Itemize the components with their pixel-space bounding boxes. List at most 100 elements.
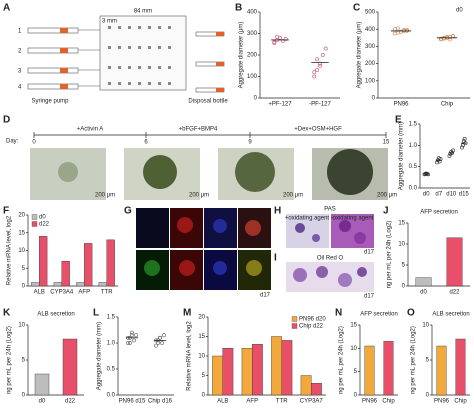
y-tick-label: 400	[365, 27, 376, 33]
x-tick-label: d0	[420, 290, 427, 296]
y-axis-label: Aggregate diameter (mm)	[97, 322, 103, 390]
y-tick-label: 0	[354, 393, 358, 399]
channel-label: 4	[18, 85, 22, 91]
scale-bar: 200 μm	[189, 193, 209, 199]
treatment: +Dex+OSM+HGF	[294, 127, 342, 133]
y-tick-label: 1.0	[107, 341, 116, 347]
x-tick-label: d22	[65, 399, 76, 405]
treatment: +bFGF+BMP4	[179, 127, 218, 133]
x-tick-label: +PF-127	[268, 102, 292, 108]
bar	[281, 340, 293, 396]
y-tick-label: 15	[398, 221, 405, 227]
y-axis-label: Aggregate diameter (μm)	[357, 22, 363, 89]
y-tick-label: 0	[254, 96, 258, 102]
channel-label: 3	[18, 69, 22, 75]
y-tick-label: 5	[354, 369, 358, 375]
y-axis-label: Relative mRNA level, log2	[187, 321, 193, 391]
y-tick-label: 0.5	[107, 367, 116, 373]
data-point	[154, 343, 158, 348]
chart-title: ALB secretion	[432, 312, 469, 318]
x-tick-label: ALB	[34, 290, 45, 296]
y-tick-label: 400	[247, 10, 258, 16]
day-label: d17	[364, 250, 375, 256]
data-point	[126, 341, 130, 345]
x-tick-label: CYP3A7	[300, 399, 324, 405]
legend-label: Chip d22	[299, 324, 324, 330]
y-tick-label: 5	[426, 358, 430, 364]
bar	[300, 375, 312, 396]
y-tick-label: 20	[18, 213, 25, 219]
x-tick-label: d0	[39, 399, 46, 405]
data-point	[272, 41, 277, 46]
data-point	[283, 36, 288, 41]
panel-label: O	[407, 308, 415, 319]
pump-label: Syringe pump	[31, 99, 69, 105]
legend-label: PN96 d20	[299, 317, 326, 323]
y-tick-label: 15	[350, 323, 357, 329]
panel-label: A	[3, 3, 10, 14]
chart-title: AFP secretion	[420, 210, 458, 216]
annotation: d0	[456, 8, 463, 14]
x-tick-label: PN96	[434, 399, 450, 405]
y-axis-label: ng per mL per 24h (Log2)	[387, 221, 393, 289]
length-label: 84 mm	[134, 9, 152, 15]
data-point	[460, 145, 464, 150]
legend-swatch	[291, 323, 298, 329]
y-tick-label: 200	[247, 53, 258, 59]
x-tick-label: ALB	[217, 399, 228, 405]
y-tick-label: 1.0	[409, 143, 418, 149]
bar	[271, 336, 282, 396]
panel-label: D	[3, 115, 10, 126]
bar	[34, 373, 50, 396]
bar	[415, 277, 432, 287]
data-point	[272, 40, 277, 45]
bar	[222, 348, 234, 396]
data-point	[426, 172, 430, 177]
y-tick-label: 500	[365, 10, 376, 16]
x-tick-label: Chip	[382, 399, 395, 405]
data-point	[275, 34, 280, 39]
data-point	[158, 335, 162, 340]
condition: -oxidating agent	[331, 216, 374, 222]
y-tick-label: 1.5	[107, 315, 116, 321]
data-point	[320, 53, 325, 57]
panel-label: K	[3, 308, 11, 319]
y-axis-label: ng per mL per 24h (Log2)	[411, 326, 417, 394]
x-tick-label: TTR	[101, 290, 113, 296]
y-tick-label: 10	[398, 242, 405, 248]
y-tick-label: 0.5	[409, 164, 418, 170]
data-point	[160, 341, 164, 345]
data-point	[315, 68, 320, 72]
chart-title: AFP secretion	[360, 312, 398, 318]
bar	[76, 282, 85, 287]
y-tick-label: 200	[365, 61, 376, 67]
data-point	[396, 26, 400, 31]
data-point	[460, 143, 465, 148]
pas-stain: PAS +oxidating agent -oxidating agent d1…	[285, 207, 375, 256]
data-point	[447, 154, 452, 158]
y-tick-label: 100	[247, 74, 258, 80]
data-point	[134, 333, 138, 338]
x-tick-label: d22	[449, 290, 460, 296]
legend-label: d22	[39, 222, 50, 228]
data-point	[312, 70, 317, 75]
panel-label: L	[93, 308, 99, 319]
y-axis-label: Aggregate diameter (mm)	[399, 122, 405, 190]
panel-label: M	[183, 308, 191, 319]
data-point	[448, 151, 453, 156]
data-point	[451, 34, 455, 38]
data-point	[445, 35, 449, 39]
y-tick-label: 0	[202, 393, 206, 399]
data-point	[162, 333, 166, 338]
x-tick-label: PN96	[362, 399, 378, 405]
y-tick-label: 10	[18, 248, 25, 254]
data-point	[156, 341, 160, 345]
panel-label: J	[383, 206, 389, 217]
scale-bar: 200 μm	[283, 193, 303, 199]
bar	[98, 282, 107, 287]
x-tick-label: Chip	[454, 399, 467, 405]
y-axis-label: ng per mL per 24h (Log2)	[7, 326, 13, 394]
treatment: +Activin A	[77, 127, 104, 133]
bar	[62, 338, 78, 396]
legend-label: d0	[39, 215, 46, 221]
